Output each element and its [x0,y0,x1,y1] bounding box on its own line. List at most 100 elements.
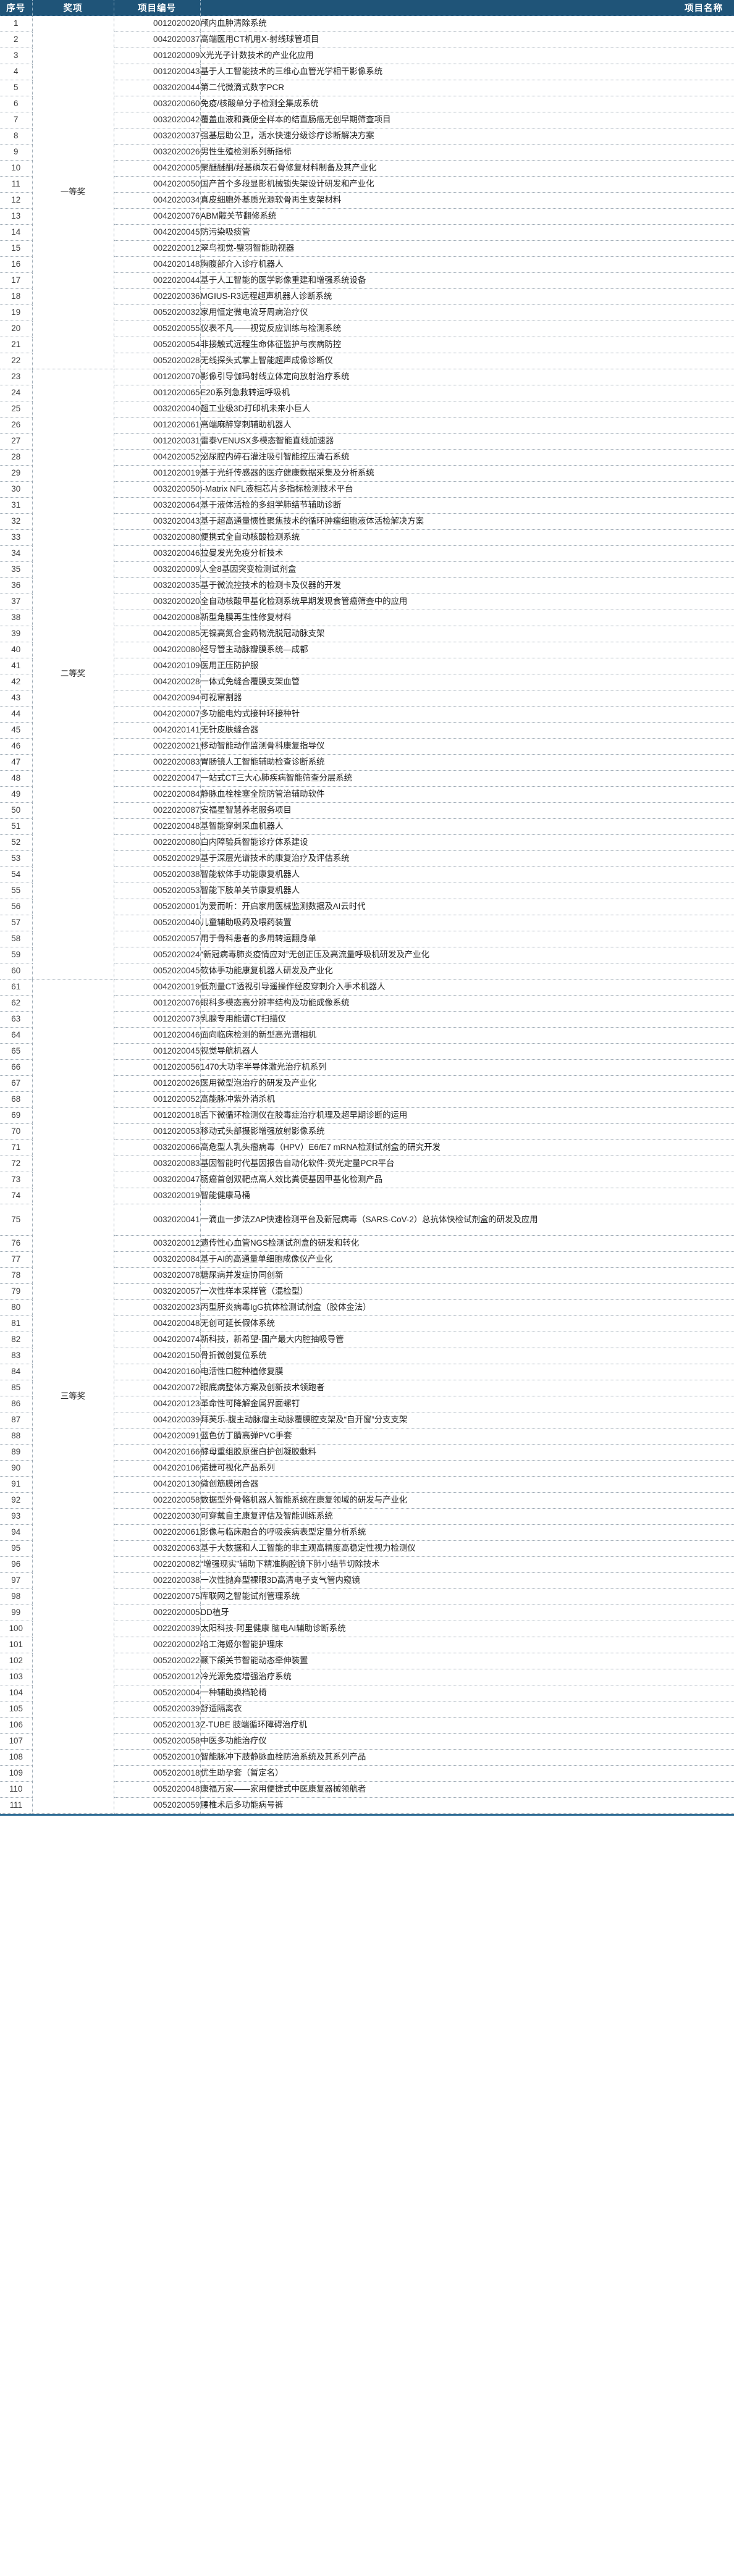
cell-project-code: 0052020022 [114,1653,201,1669]
cell-index: 11 [0,176,33,193]
cell-index: 110 [0,1781,33,1798]
table-row: 81 0042020048 无创可延长假体系统 [0,1315,734,1332]
cell-index: 86 [0,1396,33,1412]
cell-project-name: 颅内血肿清除系统 [200,15,734,32]
cell-project-code: 0032020080 [114,529,201,546]
cell-project-name: 库联网之智能试剂管理系统 [200,1588,734,1605]
cell-project-code: 0032020041 [114,1204,201,1236]
table-row: 93 0022020030 可穿戴自主康复评估及智能训练系统 [0,1508,734,1525]
cell-index: 105 [0,1701,33,1718]
cell-index: 97 [0,1572,33,1589]
cell-project-name: 优生助孕套（暂定名） [200,1765,734,1782]
cell-project-name: 国产首个多段显影机械锁失架设计研发和产业化 [200,176,734,193]
cell-project-name: 家用恒定微电流牙周病治疗仪 [200,304,734,321]
column-header-award: 奖项 [32,0,114,16]
table-row: 88 0042020091 蓝色仿丁腈高弹PVC手套 [0,1428,734,1445]
cell-project-name: 移动智能动作监测骨科康复指导仪 [200,738,734,755]
cell-project-code: 0022020030 [114,1508,201,1525]
cell-index: 79 [0,1283,33,1300]
cell-project-name: 翠鸟视觉-璧羽智能助视器 [200,240,734,257]
cell-project-code: 0042020150 [114,1348,201,1364]
cell-index: 59 [0,947,33,963]
table-row: 3 0012020009 X光光子计数技术的产业化应用 [0,48,734,64]
cell-index: 63 [0,1011,33,1028]
cell-index: 107 [0,1733,33,1750]
cell-project-code: 0012020052 [114,1091,201,1108]
cell-project-code: 0042020034 [114,192,201,209]
table-row: 104 0052020004 一种辅助换档轮椅 [0,1685,734,1701]
table-row: 38 0042020008 新型角膜再生性修复材料 [0,610,734,626]
cell-index: 61 [0,979,33,996]
cell-index: 21 [0,337,33,353]
cell-project-code: 0032020064 [114,497,201,514]
cell-index: 41 [0,658,33,674]
cell-project-code: 0032020043 [114,513,201,530]
table-row: 74 0032020019 智能健康马桶 [0,1188,734,1204]
cell-project-code: 0052020004 [114,1685,201,1701]
table-row: 40 0042020080 经导管主动脉瓣膜系统—成都 [0,642,734,658]
cell-index: 9 [0,144,33,161]
table-row: 85 0042020072 眼底病整体方案及创新技术领跑者 [0,1380,734,1396]
table-row: 102 0052020022 颞下颌关节智能动态牵伸装置 [0,1653,734,1669]
cell-index: 83 [0,1348,33,1364]
cell-project-name: 高端医用CT机用X-射线球管项目 [200,31,734,48]
table-row: 24 0012020065 E20系列急救转运呼吸机 [0,385,734,401]
cell-project-name: 无镍高氮合金药物洗脱冠动脉支架 [200,626,734,642]
cell-project-name: 影像引导伽玛射线立体定向放射治疗系统 [200,369,734,385]
table-row: 111 0052020059 腰椎术后多功能病号裤 [0,1797,734,1814]
cell-project-name: 高危型人乳头瘤病毒（HPV）E6/E7 mRNA检测试剂盒的研究开发 [200,1139,734,1156]
cell-project-code: 0012020043 [114,64,201,80]
cell-project-name: 基于深层光谱技术的康复治疗及评估系统 [200,850,734,867]
table-row: 71 0032020066 高危型人乳头瘤病毒（HPV）E6/E7 mRNA检测试剂… [0,1139,734,1156]
cell-index: 65 [0,1043,33,1060]
cell-index: 77 [0,1251,33,1268]
table-row: 94 0022020061 影像与临床融合的呼吸疾病表型定量分析系统 [0,1524,734,1541]
cell-project-name: 冷光源免疫增强治疗系统 [200,1669,734,1685]
cell-project-code: 0032020083 [114,1156,201,1172]
cell-project-code: 0012020053 [114,1123,201,1140]
column-header-index: 序号 [0,0,33,16]
cell-project-name: X光光子计数技术的产业化应用 [200,48,734,64]
cell-project-code: 0052020012 [114,1669,201,1685]
table-row: 84 0042020160 电活性口腔种植修复膜 [0,1364,734,1380]
cell-project-name: 医用正压防护服 [200,658,734,674]
table-row: 106 0052020013 Z-TUBE 肢端循环障碍治疗机 [0,1717,734,1734]
cell-project-code: 0042020123 [114,1396,201,1412]
cell-project-code: 0012020073 [114,1011,201,1028]
table-row: 26 0012020061 高端麻醉穿刺辅助机器人 [0,417,734,434]
table-row: 80 0032020023 丙型肝炎病毒IgG抗体检测试剂盒（胶体金法） [0,1299,734,1316]
cell-project-name: 基于大数据和人工智能的非主观高精度高稳定性视力检测仪 [200,1540,734,1557]
cell-project-code: 0022020044 [114,272,201,289]
cell-project-name: 人全8基因突变检测试剂盒 [200,561,734,578]
cell-project-name: 胃肠镜人工智能辅助检查诊断系统 [200,754,734,771]
cell-index: 56 [0,899,33,915]
cell-project-code: 0022020038 [114,1572,201,1589]
cell-index: 54 [0,866,33,883]
cell-project-code: 0042020130 [114,1476,201,1493]
cell-project-name: 骨折微创复位系统 [200,1348,734,1364]
cell-project-code: 0022020012 [114,240,201,257]
cell-index: 7 [0,112,33,128]
table-row: 37 0032020020 全自动核酸甲基化检测系统早期发现食管癌筛查中的应用 [0,594,734,610]
cell-project-name: 一次性抛弃型裸眼3D高清电子支气管内窥镜 [200,1572,734,1589]
cell-index: 106 [0,1717,33,1734]
table-row: 39 0042020085 无镍高氮合金药物洗脱冠动脉支架 [0,626,734,642]
cell-project-code: 0052020029 [114,850,201,867]
cell-project-code: 0022020087 [114,802,201,819]
cell-project-name: 眼科多模态高分辨率结构及功能成像系统 [200,995,734,1012]
cell-index: 99 [0,1605,33,1621]
cell-project-code: 0042020160 [114,1364,201,1380]
cell-project-name: 多功能电灼式接种环接种针 [200,706,734,723]
cell-index: 100 [0,1621,33,1637]
table-row: 2 0042020037 高端医用CT机用X-射线球管项目 [0,31,734,48]
cell-project-name: 高能脉冲紫外消杀机 [200,1091,734,1108]
cell-project-code: 0052020032 [114,304,201,321]
cell-project-code: 0022020048 [114,818,201,835]
cell-index: 66 [0,1059,33,1076]
table-row: 110 0052020048 康福万家——家用便捷式中医康复器械领航者 [0,1781,734,1798]
table-row: 7 0032020042 覆盖血液和粪便全样本的结直肠癌无创早期筛查项目 [0,112,734,128]
cell-project-name: 低剂量CT透视引导遥操作经皮穿刺介入手术机器人 [200,979,734,996]
cell-project-name: 颞下颌关节智能动态牵伸装置 [200,1653,734,1669]
cell-project-code: 0022020039 [114,1621,201,1637]
table-row: 70 0012020053 移动式头部摄影增强放射影像系统 [0,1123,734,1140]
